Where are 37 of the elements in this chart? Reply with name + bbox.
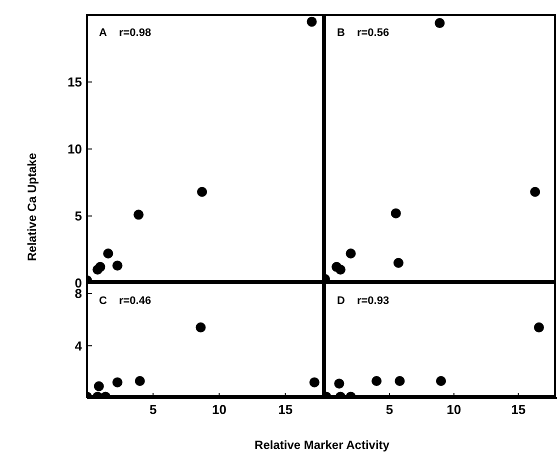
- y-tick-label: 10: [68, 142, 82, 157]
- point: [306, 16, 317, 27]
- x-tick-label: 15: [278, 402, 293, 418]
- x-axis-title: Relative Marker Activity: [254, 438, 390, 452]
- point: [95, 262, 106, 272]
- annotation: r=0.93: [356, 295, 390, 307]
- point: [309, 377, 320, 388]
- point: [530, 186, 540, 197]
- annotation: r=0.46: [118, 295, 152, 307]
- y-tick-label: 15: [68, 74, 82, 90]
- text: B: [337, 27, 345, 39]
- text: A: [99, 27, 107, 39]
- x-tick-label: 15: [511, 402, 526, 418]
- point: [335, 264, 346, 275]
- annotation: r=0.56: [356, 27, 390, 39]
- point: [94, 381, 104, 392]
- y-axis-title: Relative Ca Uptake: [25, 152, 39, 262]
- point: [134, 210, 144, 220]
- x-tick-label: 10: [212, 402, 226, 418]
- point: [197, 186, 208, 197]
- point: [393, 258, 404, 268]
- point: [346, 248, 356, 259]
- point: [196, 322, 206, 332]
- y-tick-label: 4: [74, 338, 83, 354]
- point: [112, 377, 122, 388]
- annotation: r=0.98: [118, 27, 152, 39]
- point: [112, 260, 122, 271]
- point: [434, 18, 445, 28]
- x-tick-label: 5: [149, 402, 157, 418]
- x-tick-label: 5: [386, 402, 394, 418]
- point: [134, 376, 145, 386]
- y-tick-label: 5: [74, 208, 82, 224]
- text: C: [99, 295, 107, 307]
- x-tick-label: 10: [446, 402, 462, 418]
- point: [103, 248, 114, 259]
- text: D: [337, 295, 345, 307]
- point: [390, 208, 401, 218]
